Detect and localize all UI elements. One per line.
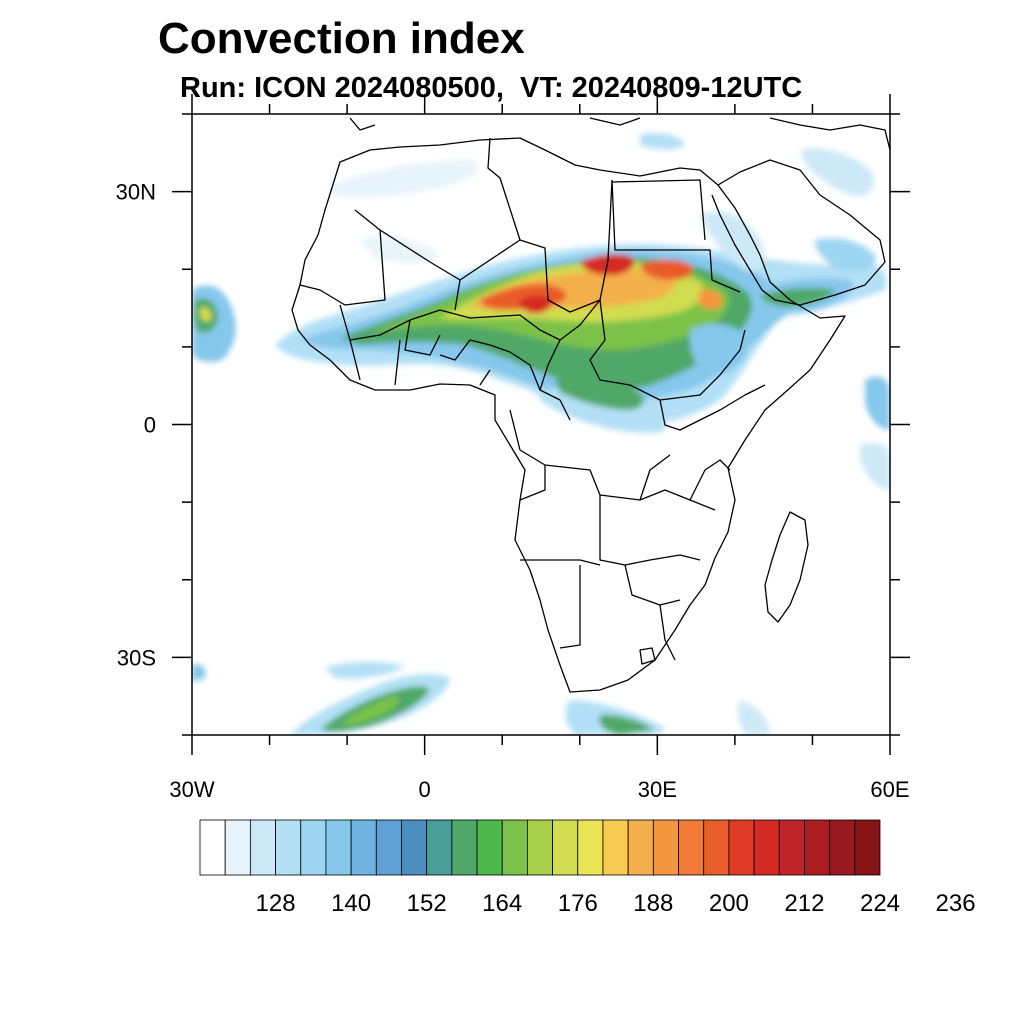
colorbar-swatch bbox=[854, 819, 881, 876]
colorbar-swatch bbox=[527, 819, 553, 876]
colorbar-swatch bbox=[577, 819, 604, 876]
colorbar-swatch bbox=[224, 819, 251, 876]
map-title: Convection index bbox=[158, 14, 525, 63]
lon-tick-label: 0 bbox=[419, 777, 431, 802]
colorbar-labels: 128 140 152 164 176 188 200 212 224 236 bbox=[256, 890, 976, 917]
colorbar-swatch bbox=[476, 819, 503, 876]
colorbar-label: 212 bbox=[784, 890, 824, 917]
lon-tick-label: 30E bbox=[638, 777, 677, 802]
map-subtitle: Run: ICON 2024080500, VT: 20240809-12UTC bbox=[180, 72, 803, 104]
colorbar-label: 152 bbox=[407, 890, 447, 917]
colorbar-swatch bbox=[375, 819, 402, 876]
colorbar-swatch bbox=[728, 819, 755, 876]
colorbar-swatch bbox=[501, 819, 528, 876]
colorbar-swatch bbox=[426, 819, 453, 876]
colorbar-swatch bbox=[627, 819, 654, 876]
colorbar-swatch bbox=[552, 819, 579, 876]
colorbar-label: 176 bbox=[558, 890, 598, 917]
colorbar-swatch bbox=[451, 819, 478, 876]
colorbar-label: 200 bbox=[709, 890, 749, 917]
colorbar-swatch bbox=[401, 819, 428, 876]
colorbar-swatch bbox=[703, 819, 730, 876]
lat-tick-label: 0 bbox=[144, 413, 156, 438]
lon-tick-label: 60E bbox=[870, 777, 909, 802]
colorbar-label: 164 bbox=[482, 890, 522, 917]
colorbar-label: 236 bbox=[936, 890, 976, 917]
coastline-and-borders bbox=[291, 117, 890, 693]
axis-tick-labels: 30N 0 30S 30W 0 30E 60E bbox=[116, 180, 910, 802]
lon-tick-label: 30W bbox=[169, 777, 214, 802]
convection-shading bbox=[192, 133, 890, 735]
axis-ticks bbox=[172, 94, 910, 755]
colorbar-swatch bbox=[249, 819, 276, 876]
colorbar bbox=[199, 819, 881, 876]
colorbar-swatch bbox=[678, 819, 705, 876]
colorbar-label: 140 bbox=[331, 890, 371, 917]
colorbar-swatch bbox=[325, 819, 352, 876]
colorbar-label: 224 bbox=[860, 890, 900, 917]
colorbar-swatch bbox=[199, 819, 226, 876]
map-frame bbox=[191, 113, 891, 736]
colorbar-swatch bbox=[804, 819, 831, 876]
colorbar-swatch bbox=[829, 819, 856, 876]
colorbar-swatch bbox=[300, 819, 327, 876]
colorbar-label: 128 bbox=[256, 890, 296, 917]
lat-tick-label: 30S bbox=[117, 645, 156, 670]
colorbar-swatch bbox=[652, 819, 679, 876]
lat-tick-label: 30N bbox=[116, 180, 156, 205]
colorbar-swatch bbox=[753, 819, 780, 876]
colorbar-label: 188 bbox=[633, 890, 673, 917]
colorbar-swatch bbox=[275, 819, 302, 876]
colorbar-swatch bbox=[778, 819, 805, 876]
colorbar-swatch bbox=[350, 819, 377, 876]
colorbar-swatch bbox=[602, 819, 629, 876]
